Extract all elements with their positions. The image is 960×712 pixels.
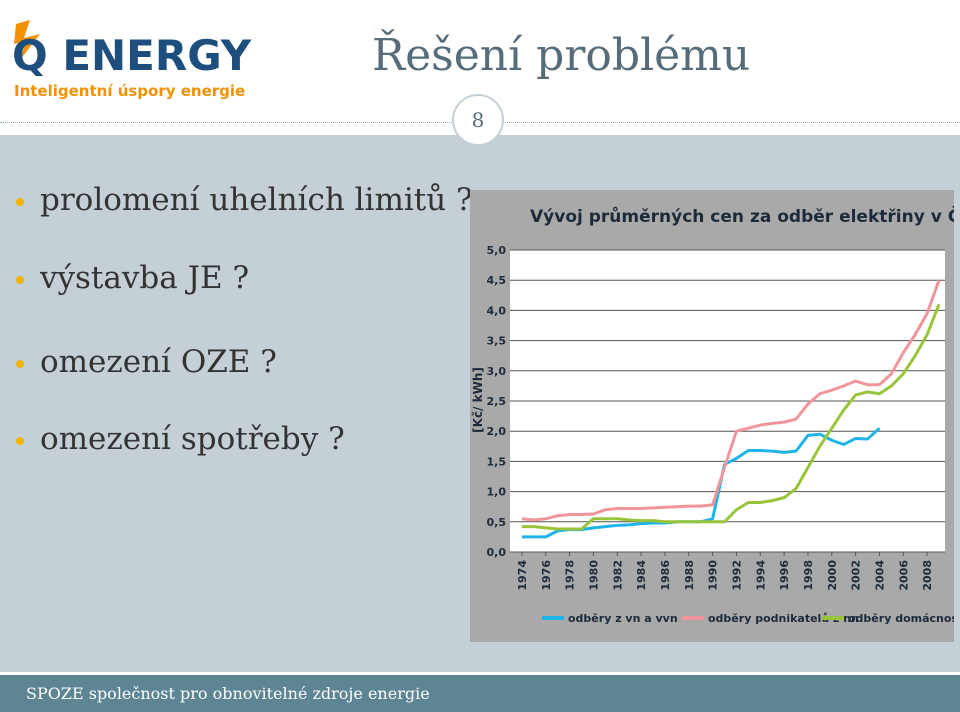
- x-tick-label: 2000: [826, 560, 839, 591]
- x-tick-label: 1986: [659, 560, 672, 591]
- x-tick-label: 1988: [683, 560, 696, 591]
- x-tick-label: 1984: [635, 560, 648, 591]
- y-tick-label: 0,5: [487, 516, 507, 529]
- y-tick-label: 3,5: [487, 335, 507, 348]
- y-tick-label: 2,0: [487, 425, 507, 438]
- x-tick-label: 1976: [540, 560, 553, 591]
- legend-label: odběry domácností: [848, 612, 954, 625]
- x-tick-label: 1996: [778, 560, 791, 591]
- y-tick-label: 4,5: [487, 274, 507, 287]
- logo: Q ENERGY Inteligentní úspory energie: [12, 20, 252, 100]
- x-tick-label: 2002: [850, 560, 863, 591]
- series-line: [521, 303, 941, 531]
- x-tick-label: 1994: [754, 560, 767, 591]
- y-tick-label: 5,0: [487, 244, 507, 257]
- x-tick-label: 2006: [897, 560, 910, 591]
- x-tick-label: 1990: [707, 560, 720, 591]
- y-tick-label: 2,5: [487, 395, 507, 408]
- logo-name: Q ENERGY: [12, 31, 252, 80]
- bullet: výstavba JE ?: [15, 260, 250, 296]
- bullet: prolomení uhelních limitů ?: [16, 182, 473, 218]
- x-tick-label: 1978: [564, 560, 577, 591]
- x-tick-label: 2004: [873, 560, 886, 591]
- y-tick-label: 0,0: [487, 546, 507, 559]
- footer: SPOZE společnost pro obnovitelné zdroje …: [0, 675, 960, 712]
- chart-title: Vývoj průměrných cen za odběr elektřiny …: [530, 205, 954, 227]
- y-axis-label: [Kč/ kWh]: [471, 367, 485, 433]
- chart: Vývoj průměrných cen za odběr elektřiny …: [470, 190, 954, 642]
- x-tick-label: 2008: [921, 560, 934, 591]
- x-tick-label: 1982: [611, 560, 624, 591]
- x-tick-label: 1998: [802, 560, 815, 591]
- y-tick-label: 1,5: [487, 455, 507, 468]
- y-tick-label: 1,0: [487, 486, 507, 499]
- bullet: omezení OZE ?: [16, 344, 277, 380]
- x-tick-label: 1992: [730, 560, 743, 591]
- y-tick-label: 4,0: [487, 304, 507, 317]
- legend-label: odběry z vn a vvn: [568, 612, 678, 625]
- bullet: omezení spotřeby ?: [16, 421, 345, 457]
- slide-title: Řešení problému: [372, 30, 751, 81]
- x-tick-label: 1980: [587, 560, 600, 591]
- legend-label: odběry podnikatelů z nn: [708, 612, 859, 625]
- logo-tagline: Inteligentní úspory energie: [14, 82, 245, 100]
- series-line: [521, 279, 941, 522]
- y-tick-label: 3,0: [487, 365, 507, 378]
- x-tick-label: 1974: [516, 560, 529, 591]
- slide-number: 8: [452, 94, 504, 146]
